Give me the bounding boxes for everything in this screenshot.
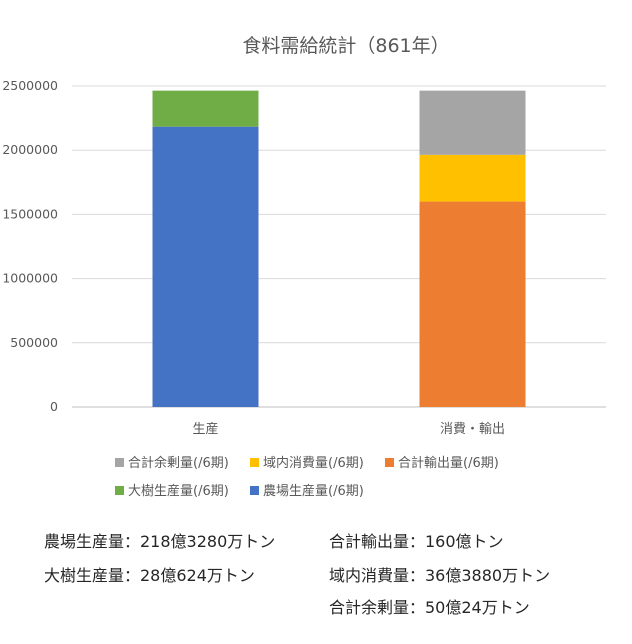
note-farm: 農場生産量：218億3280万トン xyxy=(44,532,276,551)
y-tick-label: 2500000 xyxy=(2,78,58,93)
y-tick-label: 500000 xyxy=(10,335,58,350)
note-consumption: 域内消費量：36億3880万トン xyxy=(329,566,551,585)
legend-swatch xyxy=(250,458,259,467)
gridlines xyxy=(72,85,606,408)
legend-label: 合計余剰量(/6期) xyxy=(128,455,229,471)
y-tick-label: 1500000 xyxy=(2,206,58,221)
bar-segment xyxy=(419,154,526,202)
note-export: 合計輸出量：160億トン xyxy=(329,532,504,551)
y-tick-label: 2000000 xyxy=(2,142,58,157)
bar-segment xyxy=(152,90,259,127)
chart-title: 食料需給統計（861年） xyxy=(242,35,449,57)
legend-label: 合計輸出量(/6期) xyxy=(398,455,499,471)
y-axis-ticks: 0 500000 1000000 1500000 2000000 2500000 xyxy=(2,78,58,414)
bar-segment xyxy=(419,201,526,407)
note-surplus: 合計余剰量：50億24万トン xyxy=(329,598,530,617)
bars xyxy=(152,90,526,408)
note-tree: 大樹生産量：28億624万トン xyxy=(44,566,255,585)
legend: 合計余剰量(/6期) 域内消費量(/6期) 合計輸出量(/6期) 大樹生産量(/6期)… xyxy=(115,455,499,499)
category-label: 生産 xyxy=(192,421,218,437)
legend-label: 農場生産量(/6期) xyxy=(263,483,364,499)
bar-segment xyxy=(419,90,526,155)
legend-swatch xyxy=(115,486,124,495)
legend-swatch xyxy=(250,486,259,495)
category-label: 消費・輸出 xyxy=(440,422,505,437)
y-tick-label: 0 xyxy=(50,399,58,414)
legend-swatch xyxy=(115,458,124,467)
category-labels: 生産 消費・輸出 xyxy=(192,421,505,437)
legend-label: 大樹生産量(/6期) xyxy=(128,483,229,499)
legend-swatch xyxy=(385,458,394,467)
legend-label: 域内消費量(/6期) xyxy=(263,455,364,471)
bar-segment xyxy=(152,126,259,408)
y-tick-label: 1000000 xyxy=(2,271,58,286)
